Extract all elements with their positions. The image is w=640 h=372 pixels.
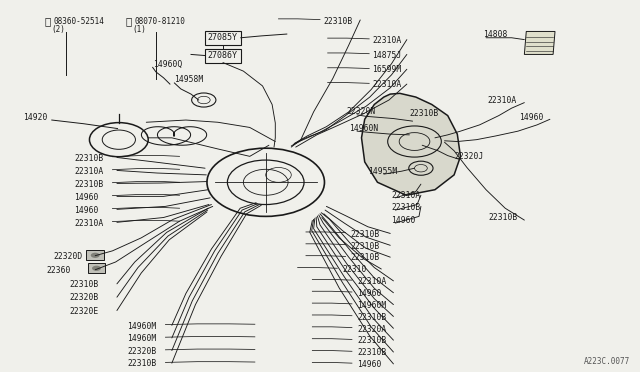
Text: 14960: 14960 <box>519 113 543 122</box>
Text: 14960N: 14960N <box>349 124 378 133</box>
Text: 14960M: 14960M <box>127 321 156 331</box>
Text: A223C.0077: A223C.0077 <box>584 357 630 366</box>
Text: 14960: 14960 <box>74 206 99 215</box>
Text: 22310B: 22310B <box>357 336 387 346</box>
Text: 22310B: 22310B <box>392 203 420 212</box>
Text: 22310B: 22310B <box>488 213 517 222</box>
FancyBboxPatch shape <box>86 250 104 260</box>
Circle shape <box>92 266 101 271</box>
Text: 22320A: 22320A <box>357 324 387 334</box>
Text: 22310A: 22310A <box>392 191 420 200</box>
Text: 14808: 14808 <box>483 30 508 39</box>
Text: 22310A: 22310A <box>372 80 402 89</box>
Text: 27086Y: 27086Y <box>208 51 238 60</box>
Text: 14960M: 14960M <box>127 334 156 343</box>
Text: 22320D: 22320D <box>53 252 83 261</box>
FancyBboxPatch shape <box>205 31 241 45</box>
Text: 14920: 14920 <box>23 113 47 122</box>
Circle shape <box>91 253 100 258</box>
Text: 14960: 14960 <box>357 289 381 298</box>
Text: 16599M: 16599M <box>372 65 402 74</box>
Text: 22310B: 22310B <box>351 241 380 250</box>
Text: 14955M: 14955M <box>368 167 397 176</box>
FancyBboxPatch shape <box>88 263 106 273</box>
Text: 14875J: 14875J <box>372 51 402 60</box>
Text: 22320B: 22320B <box>70 294 99 302</box>
Text: 22310B: 22310B <box>74 180 104 189</box>
Text: 22310A: 22310A <box>372 36 402 45</box>
Text: 22310B: 22310B <box>351 230 380 239</box>
Text: 08070-81210: 08070-81210 <box>135 17 186 26</box>
FancyBboxPatch shape <box>205 48 241 62</box>
Text: 22310B: 22310B <box>357 313 387 322</box>
Text: 22320E: 22320E <box>70 307 99 316</box>
Text: 22310A: 22310A <box>487 96 516 105</box>
Text: 14960Q: 14960Q <box>153 60 182 69</box>
Text: (1): (1) <box>132 25 146 34</box>
Text: 08360-52514: 08360-52514 <box>54 17 104 26</box>
Text: 14960: 14960 <box>357 360 381 369</box>
Text: 27085Y: 27085Y <box>208 33 238 42</box>
Text: Ⓢ: Ⓢ <box>44 16 51 26</box>
Text: 22310B: 22310B <box>127 359 156 368</box>
Text: 22310B: 22310B <box>410 109 438 118</box>
Text: Ⓑ: Ⓑ <box>125 16 132 26</box>
Text: 22310B: 22310B <box>323 17 353 26</box>
Polygon shape <box>524 32 555 54</box>
Text: 22310B: 22310B <box>351 253 380 262</box>
Text: 22310: 22310 <box>342 265 367 274</box>
Text: 22360: 22360 <box>47 266 71 275</box>
Text: 22310B: 22310B <box>74 154 104 163</box>
Text: 22310B: 22310B <box>70 280 99 289</box>
Text: 22320J: 22320J <box>454 152 483 161</box>
Text: 14960: 14960 <box>74 193 99 202</box>
Text: 22310A: 22310A <box>357 277 387 286</box>
Text: 14958M: 14958M <box>174 75 204 84</box>
Text: 22320B: 22320B <box>127 347 156 356</box>
Text: 22310A: 22310A <box>74 167 104 176</box>
Text: 14960: 14960 <box>392 216 416 225</box>
Text: (2): (2) <box>51 25 65 34</box>
Text: 14960M: 14960M <box>357 301 387 310</box>
Polygon shape <box>362 93 461 195</box>
Text: 22320N: 22320N <box>347 108 376 116</box>
Text: 22310A: 22310A <box>74 219 104 228</box>
Text: 22310B: 22310B <box>357 348 387 357</box>
